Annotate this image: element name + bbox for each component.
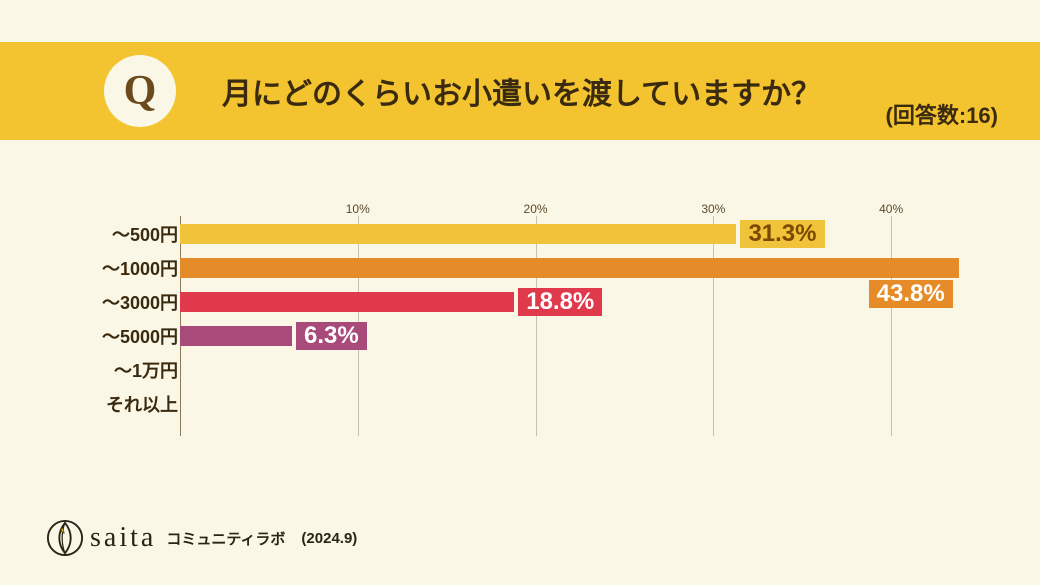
q-letter: Q (124, 67, 157, 115)
row-label: 〜1000円 (102, 255, 178, 281)
footer-sub: コミュニティラボ (166, 528, 285, 549)
row-label: 〜5000円 (102, 323, 178, 349)
question-header: Q 月にどのくらいお小遣いを渡していますか？ (回答数:16) (0, 42, 1040, 140)
bar (180, 258, 959, 278)
row-label: 〜3000円 (102, 289, 178, 315)
row-label: それ以上 (106, 391, 178, 417)
value-badge: 6.3% (296, 322, 367, 350)
bar-chart: 10%20%30%40%〜500円31.3%〜1000円43.8%〜3000円1… (100, 220, 980, 470)
question-text: 月にどのくらいお小遣いを渡していますか？ (222, 69, 821, 113)
respondent-count: (回答数:16) (886, 98, 998, 130)
chart-row: 〜5000円 6.3% (100, 322, 980, 350)
leaf-icon (46, 519, 84, 557)
axis-tick-label: 30% (701, 202, 725, 216)
chart-row: 〜1000円43.8% (100, 254, 980, 282)
bar (180, 326, 292, 346)
value-badge: 31.3% (740, 220, 824, 248)
footer-date: (2024.9) (301, 530, 357, 547)
q-badge: Q (104, 55, 176, 127)
chart-row: 〜1万円 (100, 356, 980, 384)
row-label: 〜500円 (112, 221, 178, 247)
brand-logo: saita (46, 519, 156, 557)
chart-row: それ以上 (100, 390, 980, 418)
bar (180, 224, 736, 244)
axis-tick-label: 10% (346, 202, 370, 216)
axis-tick-label: 20% (524, 202, 548, 216)
value-badge: 18.8% (518, 288, 602, 316)
brand-name: saita (90, 522, 156, 554)
footer: saita コミュニティラボ (2024.9) (46, 519, 357, 557)
chart-row: 〜3000円 18.8% (100, 288, 980, 316)
row-label: 〜1万円 (114, 357, 178, 383)
chart-row: 〜500円 31.3% (100, 220, 980, 248)
axis-tick-label: 40% (879, 202, 903, 216)
bar (180, 292, 514, 312)
